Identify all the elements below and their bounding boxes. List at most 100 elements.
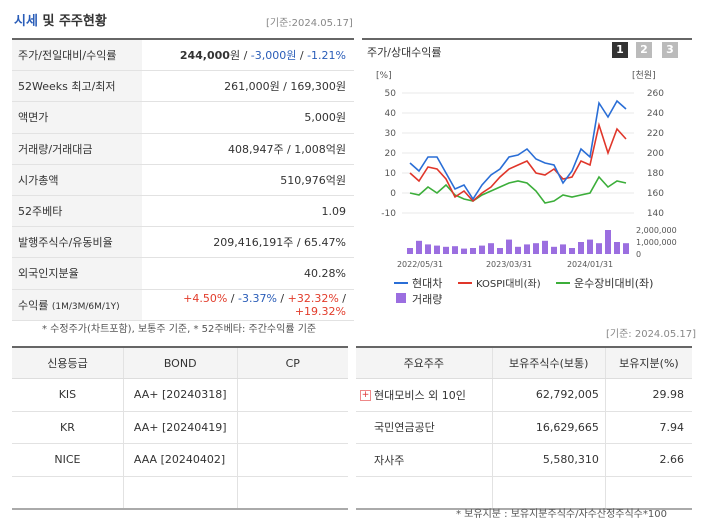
row-key: 수익률 (1M/3M/6M/1Y): [12, 289, 142, 321]
volume-bar: [596, 243, 602, 254]
volume-bar: [569, 248, 575, 254]
shares-cell: 16,629,665: [491, 411, 606, 444]
volume-bar: [488, 243, 494, 254]
bond-cell: [122, 476, 237, 510]
x-tick-label: 2024/01/31: [567, 260, 613, 269]
volume-bar: [434, 245, 440, 254]
right-tick-label: 180: [647, 169, 664, 179]
table-row: 주가/전일대비/수익률 244,000원 / -3,000원 / -1.21%: [12, 38, 354, 72]
returns-label: 수익률: [18, 298, 49, 312]
return-1m: +4.50%: [183, 291, 228, 305]
volume-bar: [470, 248, 476, 254]
cp-cell: [236, 443, 348, 477]
pct-cell: 2.66: [604, 443, 692, 477]
chart-page-3-button[interactable]: 3: [662, 42, 678, 58]
holder-cell: [356, 476, 493, 510]
row-value: 209,416,191주 / 65.47%: [142, 226, 354, 259]
table-row: [356, 476, 692, 510]
separator: /: [296, 49, 308, 63]
volume-bar: [623, 243, 629, 254]
chart-panel: [362, 38, 692, 310]
row-key: 시가총액: [12, 164, 142, 196]
series-line-1: [409, 121, 627, 203]
left-tick-label: 50: [385, 89, 397, 99]
row-value: 408,947주 / 1,008억원: [142, 133, 354, 165]
separator: /: [338, 291, 346, 305]
table-row: 시가총액 510,976억원: [12, 164, 354, 196]
volume-tick-label: 1,000,000: [636, 238, 677, 247]
left-tick-label: -10: [381, 209, 396, 219]
left-tick-label: 30: [385, 129, 397, 139]
pct-cell: 29.98: [604, 378, 692, 412]
returns-values: +4.50% / -3.37% / +32.32% / +19.32%: [142, 289, 354, 321]
volume-tick-label: 0: [636, 250, 641, 259]
table-row: 자사주 5,580,310 2.66: [356, 443, 692, 477]
row-value: 261,000원 / 169,300원: [142, 70, 354, 103]
chart-title: 주가/상대수익률: [367, 46, 442, 59]
header-cp: CP: [236, 346, 348, 379]
agency-cell: KIS: [12, 378, 124, 412]
row-value: 510,976억원: [142, 164, 354, 196]
table-row: 발행주식수/유동비율 209,416,191주 / 65.47%: [12, 226, 354, 259]
change-value: -3,000원: [250, 49, 297, 63]
return-3m: -3.37%: [238, 291, 277, 305]
holders-note: * 보유지분 : 보유지분주식수/자수산정주식수*100: [456, 509, 667, 520]
left-unit: [%]: [376, 71, 392, 81]
row-key: 52주베타: [12, 195, 142, 228]
holder-cell: 국민연금공단: [356, 411, 493, 444]
volume-bar: [479, 245, 485, 254]
right-tick-label: 140: [647, 209, 664, 219]
agency-cell: NICE: [12, 443, 124, 477]
right-tick-label: 200: [647, 149, 664, 159]
change-rate: -1.21%: [307, 49, 346, 63]
volume-bar: [461, 248, 467, 254]
separator: /: [240, 49, 251, 63]
row-key: 발행주식수/유동비율: [12, 226, 142, 259]
volume-bar: [578, 242, 584, 254]
chart-page-2-button[interactable]: 2: [636, 42, 652, 58]
legend-label-hyundai: 현대차: [412, 277, 442, 290]
cp-cell: [236, 411, 348, 444]
left-tick-label: 40: [385, 109, 397, 119]
series-line-0: [409, 99, 627, 201]
row-value: 1.09: [142, 195, 354, 228]
table-row: 수익률 (1M/3M/6M/1Y) +4.50% / -3.37% / +32.…: [12, 289, 354, 321]
row-value: 244,000원 / -3,000원 / -1.21%: [142, 38, 354, 72]
volume-bar: [533, 243, 539, 254]
legend-label-transport: 운수장비대비(좌): [574, 277, 653, 290]
chart-page-1-button[interactable]: 1: [612, 42, 628, 58]
return-6m: +32.32%: [287, 291, 339, 305]
left-tick-label: 20: [385, 149, 397, 159]
row-value: 5,000원: [142, 101, 354, 134]
info-note: * 수정주가(차트포함), 보통주 기준, * 52주베타: 주간수익률 기준: [42, 324, 317, 335]
row-value: 40.28%: [142, 257, 354, 290]
stock-chart: [%] [천원] -10 0 10 20 30 40 50 140 160 180 200 220 24…: [376, 70, 677, 306]
volume-bar: [452, 246, 458, 254]
shareholders-table: 주요주주 보유주식수(보통) 보유지분(%) + 현대모비스 외 10인 62,7…: [356, 346, 692, 510]
volume-bar: [443, 246, 449, 254]
shares-cell: 5,580,310: [491, 443, 606, 477]
credit-rating-table: 신용등급 BOND CP KIS AA+ [20240318] KR AA+ [20…: [12, 346, 348, 510]
volume-bar: [407, 248, 413, 254]
row-key: 주가/전일대비/수익률: [12, 38, 142, 72]
legend-label-volume: 거래량: [412, 293, 442, 306]
expand-icon[interactable]: +: [360, 390, 371, 402]
row-key: 외국인지분율: [12, 257, 142, 290]
separator: /: [227, 291, 238, 305]
holder-cell: 자사주: [356, 443, 493, 477]
row-key: 52Weeks 최고/최저: [12, 70, 142, 103]
header-shares: 보유주식수(보통): [491, 346, 606, 379]
row-key: 액면가: [12, 101, 142, 134]
shares-cell: [491, 476, 606, 510]
pct-cell: [604, 476, 692, 510]
table-row: 52주베타 1.09: [12, 195, 354, 228]
right-tick-label: 220: [647, 129, 664, 139]
table-row: 국민연금공단 16,629,665 7.94: [356, 411, 692, 444]
left-tick-label: 10: [385, 169, 397, 179]
legend-box-volume: [396, 293, 406, 303]
volume-bar: [560, 244, 566, 254]
table-row: NICE AAA [20240402]: [12, 443, 348, 477]
pct-cell: 7.94: [604, 411, 692, 444]
return-1y: +19.32%: [294, 304, 346, 318]
table-row: 52Weeks 최고/최저 261,000원 / 169,300원: [12, 70, 354, 103]
